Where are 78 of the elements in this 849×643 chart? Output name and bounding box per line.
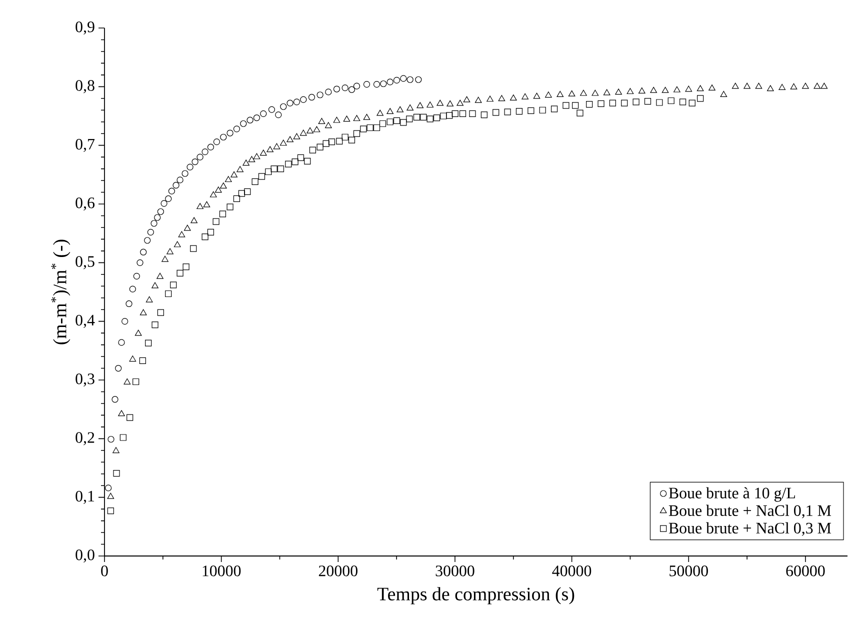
point xyxy=(246,116,254,124)
point xyxy=(393,76,400,84)
point xyxy=(386,78,394,86)
point xyxy=(115,364,122,372)
point xyxy=(240,120,247,127)
x-tick-label: 0 xyxy=(101,566,108,576)
point xyxy=(415,76,422,83)
y-tick-label: 0,1 xyxy=(76,490,94,504)
legend-label: Boue brute + NaCl 0,3 M xyxy=(668,522,832,536)
legend-label: Boue brute à 10 g/L xyxy=(668,487,795,502)
point xyxy=(253,114,260,122)
x-tick-label: 60000 xyxy=(786,566,825,576)
point xyxy=(373,81,380,88)
point xyxy=(363,81,370,88)
y-tick-label: 0,5 xyxy=(76,256,94,270)
point xyxy=(348,86,356,93)
y-tick-label: 0,4 xyxy=(76,314,95,328)
point xyxy=(268,106,276,113)
x-tick-label: 20000 xyxy=(318,566,358,576)
x-axis-title: Temps de compression (s) xyxy=(377,587,574,604)
point xyxy=(400,75,407,82)
point xyxy=(172,182,180,189)
x-tick-label: 30000 xyxy=(436,566,474,576)
point xyxy=(105,484,112,492)
point xyxy=(129,286,136,292)
point xyxy=(380,80,387,88)
point xyxy=(165,195,172,202)
point xyxy=(280,103,287,110)
point xyxy=(168,188,175,194)
y-axis-title: (m-m$^{*}$)/m$^{*}$ (-) xyxy=(51,240,70,344)
point xyxy=(133,272,140,280)
point xyxy=(112,396,118,403)
point xyxy=(122,318,128,325)
point xyxy=(192,158,198,166)
point xyxy=(126,300,132,308)
legend-label: Boue brute + NaCl 0,1 M xyxy=(668,504,832,518)
point xyxy=(160,200,168,207)
point xyxy=(186,164,194,170)
point xyxy=(300,96,307,103)
point xyxy=(182,170,188,177)
point xyxy=(325,88,332,96)
x-tick-label: 10000 xyxy=(202,566,241,576)
point xyxy=(226,130,234,136)
point xyxy=(233,126,240,132)
point xyxy=(147,228,154,236)
point xyxy=(293,98,300,106)
point xyxy=(316,92,324,98)
y-tick-label: 0,6 xyxy=(76,197,95,211)
point xyxy=(157,208,164,215)
point xyxy=(150,220,158,227)
point xyxy=(342,84,348,92)
point xyxy=(207,144,214,150)
point xyxy=(202,148,208,156)
y-tick-label: 0,8 xyxy=(76,80,94,94)
y-tick-label: 0,7 xyxy=(76,138,95,152)
point xyxy=(118,339,125,346)
point xyxy=(213,138,220,146)
point xyxy=(140,248,147,256)
point xyxy=(220,134,227,140)
y-tick-label: 0,2 xyxy=(76,432,94,446)
x-tick-label: 40000 xyxy=(552,566,592,576)
point xyxy=(108,436,114,443)
point xyxy=(353,82,360,90)
point xyxy=(176,176,184,184)
y-tick-label: 0,0 xyxy=(76,549,94,563)
point xyxy=(136,259,144,266)
x-tick-label: 50000 xyxy=(670,566,708,576)
y-tick-label: 0,9 xyxy=(76,21,94,35)
point xyxy=(406,76,414,83)
point xyxy=(144,237,151,244)
point xyxy=(196,154,204,160)
point xyxy=(286,100,294,106)
point xyxy=(308,94,316,101)
y-tick-label: 0,3 xyxy=(76,373,94,387)
point xyxy=(333,86,340,92)
point xyxy=(275,112,282,118)
point xyxy=(260,110,267,117)
point xyxy=(154,214,161,221)
